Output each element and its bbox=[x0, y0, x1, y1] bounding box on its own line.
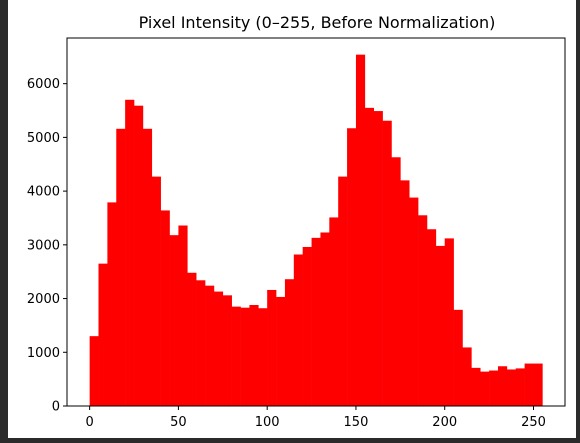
y-tick-label: 5000 bbox=[27, 131, 60, 146]
histogram-bar bbox=[453, 309, 463, 406]
x-tick-label: 100 bbox=[255, 415, 280, 430]
histogram-bar bbox=[116, 128, 126, 406]
histogram-bar bbox=[125, 99, 135, 407]
x-tick-label: 150 bbox=[344, 415, 369, 430]
histogram-bar bbox=[462, 347, 472, 406]
histogram-bar bbox=[400, 180, 410, 406]
histogram-bar bbox=[418, 215, 428, 406]
histogram-chart: Pixel Intensity (0–255, Before Normaliza… bbox=[27, 13, 566, 430]
histogram-bar bbox=[284, 279, 295, 406]
histogram-bar bbox=[178, 225, 188, 406]
histogram-bar bbox=[107, 202, 117, 406]
histogram-bar bbox=[311, 237, 321, 406]
histogram-bar bbox=[480, 371, 490, 406]
chart-figure: Pixel Intensity (0–255, Before Normaliza… bbox=[8, 0, 576, 438]
histogram-bar bbox=[444, 238, 454, 406]
histogram-bar bbox=[524, 363, 534, 406]
bars-group bbox=[89, 54, 543, 407]
y-tick-label: 2000 bbox=[27, 292, 60, 307]
histogram-bar bbox=[196, 280, 206, 406]
histogram-bar bbox=[240, 307, 250, 406]
x-tick-label: 200 bbox=[432, 415, 457, 430]
x-tick-label: 250 bbox=[521, 415, 546, 430]
histogram-bar bbox=[151, 176, 161, 406]
histogram-bar bbox=[391, 157, 401, 406]
histogram-bar bbox=[276, 296, 286, 406]
histogram-bar bbox=[533, 363, 543, 406]
y-tick-label: 3000 bbox=[27, 238, 60, 253]
histogram-bar bbox=[267, 289, 277, 406]
histogram-bar bbox=[302, 246, 312, 406]
x-tick-label: 0 bbox=[85, 415, 93, 430]
histogram-bar bbox=[338, 176, 348, 406]
histogram-bar bbox=[329, 217, 339, 406]
histogram-bar bbox=[347, 128, 357, 406]
histogram-bar bbox=[160, 210, 170, 406]
histogram-bar bbox=[355, 54, 366, 406]
histogram-bar bbox=[435, 245, 446, 406]
histogram-bar bbox=[231, 306, 241, 406]
histogram-bar bbox=[142, 128, 153, 406]
histogram-bar bbox=[213, 291, 224, 406]
histogram-bar bbox=[515, 368, 525, 406]
histogram-bar bbox=[320, 232, 330, 406]
plot-frame bbox=[66, 37, 566, 407]
histogram-bar bbox=[471, 367, 481, 406]
axes-group: 0 50 100 150 200 250 0 1000 2000 3000 4000 5000 6000 bbox=[27, 37, 566, 430]
histogram-bar bbox=[293, 254, 303, 406]
histogram-bar bbox=[364, 107, 375, 406]
chart-title: Pixel Intensity (0–255, Before Normaliza… bbox=[139, 13, 496, 32]
histogram-bar bbox=[489, 370, 499, 406]
histogram-bar bbox=[249, 305, 259, 406]
histogram-bar bbox=[134, 105, 144, 406]
y-tick-label: 6000 bbox=[27, 77, 60, 92]
histogram-bar bbox=[426, 229, 437, 406]
histogram-bar bbox=[409, 197, 419, 406]
histogram-bar bbox=[382, 120, 392, 406]
histogram-bar bbox=[98, 263, 108, 406]
histogram-bar bbox=[497, 366, 508, 406]
x-tick-label: 50 bbox=[170, 415, 187, 430]
histogram-bar bbox=[222, 295, 232, 406]
y-tick-label: 4000 bbox=[27, 185, 60, 200]
histogram-bar bbox=[169, 235, 179, 406]
y-tick-label: 0 bbox=[52, 400, 60, 415]
histogram-bar bbox=[258, 308, 268, 406]
histogram-bar bbox=[373, 111, 383, 406]
histogram-bar bbox=[506, 369, 517, 406]
histogram-bar bbox=[89, 336, 99, 406]
histogram-bar bbox=[187, 272, 197, 406]
y-tick-label: 1000 bbox=[27, 346, 60, 361]
histogram-bar bbox=[205, 285, 215, 406]
